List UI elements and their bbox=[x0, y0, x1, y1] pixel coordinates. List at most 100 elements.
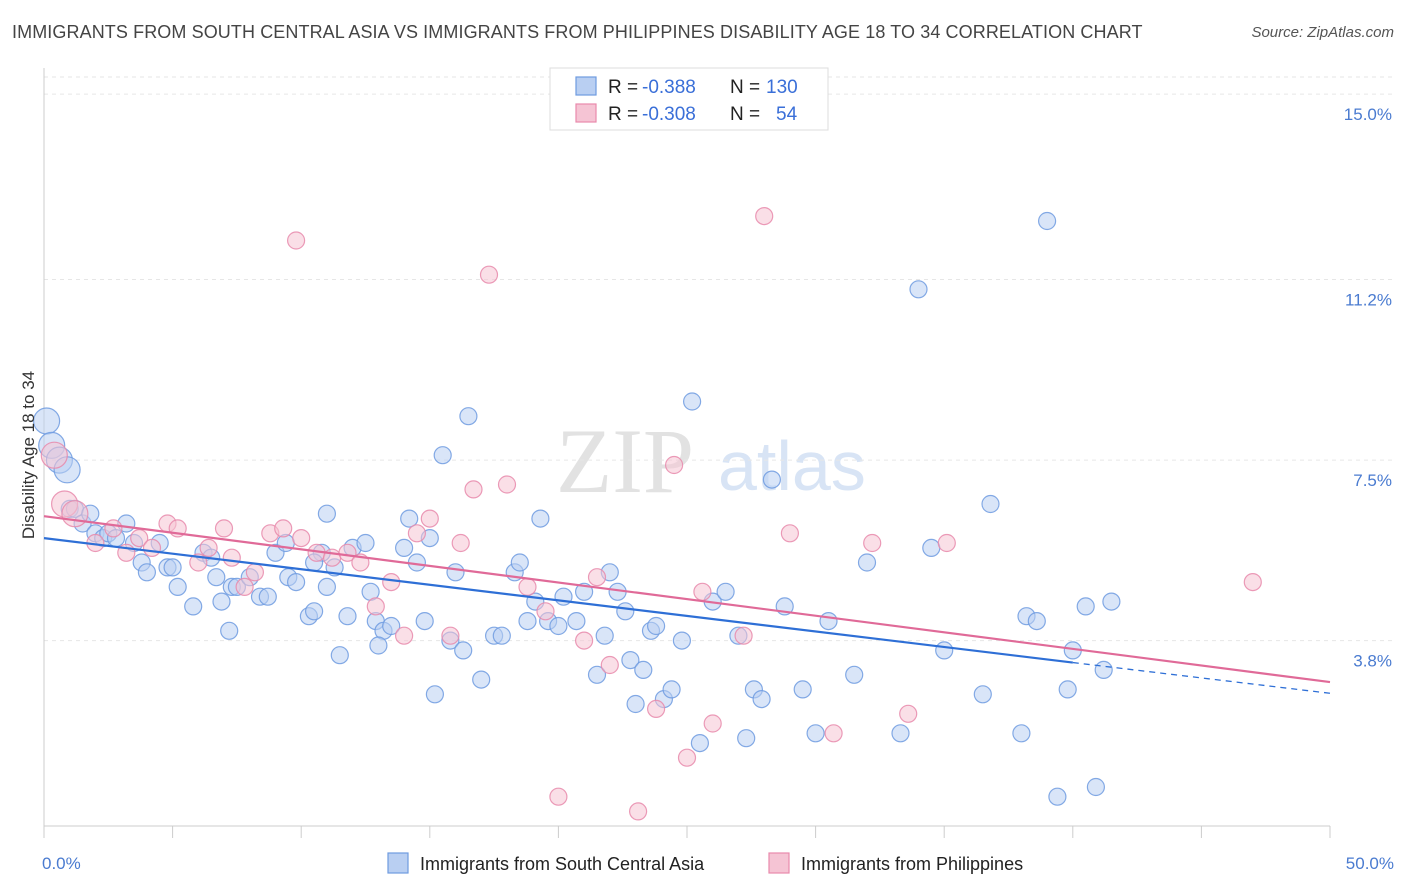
data-point bbox=[497, 475, 517, 494]
data-point bbox=[459, 407, 478, 426]
data-point bbox=[549, 616, 568, 636]
data-point bbox=[646, 699, 666, 719]
data-point bbox=[168, 577, 187, 597]
data-point bbox=[536, 602, 555, 621]
data-point bbox=[824, 724, 843, 743]
legend-n-value: 130 bbox=[766, 77, 798, 98]
data-point bbox=[104, 519, 123, 538]
data-point bbox=[531, 509, 550, 528]
data-point bbox=[464, 480, 483, 499]
data-point bbox=[1037, 211, 1057, 231]
data-point bbox=[1058, 680, 1077, 699]
data-point bbox=[899, 704, 918, 723]
data-point bbox=[677, 748, 697, 767]
data-point bbox=[574, 582, 594, 601]
legend-swatch-philippines bbox=[768, 852, 790, 874]
data-point bbox=[207, 568, 226, 587]
data-point bbox=[845, 665, 864, 684]
data-point bbox=[664, 455, 684, 475]
data-point bbox=[395, 538, 414, 558]
series-philippines bbox=[40, 207, 1262, 821]
data-point bbox=[819, 611, 838, 631]
data-point bbox=[549, 787, 568, 806]
data-point bbox=[510, 553, 529, 572]
data-point bbox=[634, 660, 653, 680]
data-point bbox=[935, 641, 954, 660]
data-point bbox=[400, 509, 419, 528]
data-point bbox=[338, 543, 357, 562]
data-point bbox=[479, 265, 499, 284]
chart-title: IMMIGRANTS FROM SOUTH CENTRAL ASIA VS IM… bbox=[12, 22, 1143, 42]
data-point bbox=[395, 626, 414, 645]
data-point bbox=[937, 533, 956, 553]
legend-n-label: N = bbox=[730, 104, 760, 125]
data-point bbox=[446, 563, 465, 582]
data-point bbox=[142, 538, 162, 558]
data-point bbox=[1027, 611, 1046, 631]
trend-line bbox=[43, 537, 1073, 664]
data-point bbox=[1102, 592, 1121, 611]
data-point bbox=[716, 582, 735, 601]
gridlines bbox=[44, 76, 1394, 642]
data-point bbox=[292, 528, 311, 548]
data-point bbox=[274, 519, 293, 538]
y-tick-label: 15.0% bbox=[1344, 105, 1392, 124]
data-point bbox=[672, 631, 692, 650]
data-point bbox=[909, 280, 928, 299]
data-point bbox=[595, 626, 614, 645]
source-label: Source: ZipAtlas.com bbox=[1251, 24, 1394, 41]
data-point bbox=[693, 582, 712, 601]
data-point bbox=[137, 563, 156, 582]
data-point bbox=[857, 553, 877, 572]
data-point bbox=[407, 524, 426, 543]
data-point bbox=[258, 587, 277, 606]
data-point bbox=[587, 665, 607, 684]
data-point bbox=[212, 592, 231, 611]
y-tick-labels: 3.8% 7.5% 11.2% 15.0% bbox=[1344, 105, 1392, 670]
data-point bbox=[567, 611, 586, 631]
data-point bbox=[646, 616, 666, 636]
y-tick-label: 3.8% bbox=[1353, 652, 1392, 671]
data-point bbox=[1243, 572, 1262, 592]
data-point bbox=[806, 724, 825, 743]
data-point bbox=[492, 626, 511, 645]
watermark: ZIP atlas bbox=[556, 410, 866, 512]
data-point bbox=[356, 533, 375, 553]
data-point bbox=[287, 572, 306, 592]
data-point bbox=[1086, 777, 1106, 797]
legend-swatch-pink bbox=[575, 103, 597, 123]
data-point bbox=[382, 616, 401, 636]
data-point bbox=[973, 685, 992, 704]
data-point bbox=[163, 558, 182, 577]
y-tick-label: 11.2% bbox=[1345, 291, 1392, 310]
data-point bbox=[130, 528, 149, 548]
data-point bbox=[1094, 660, 1113, 680]
data-point bbox=[587, 568, 607, 587]
data-point bbox=[518, 611, 537, 631]
data-point bbox=[214, 519, 234, 538]
data-point bbox=[1048, 787, 1067, 806]
x-tick-max: 50.0% bbox=[1346, 854, 1394, 873]
watermark-atlas: atlas bbox=[718, 427, 866, 505]
data-point bbox=[441, 626, 460, 645]
data-point bbox=[369, 636, 388, 655]
data-point bbox=[415, 611, 434, 631]
data-point bbox=[780, 524, 800, 543]
data-point bbox=[61, 500, 89, 528]
correlation-legend: R = -0.388 N = 130 R = -0.308 N = 54 bbox=[549, 67, 829, 131]
data-point bbox=[305, 602, 324, 621]
legend-r-value: -0.308 bbox=[642, 104, 696, 125]
x-tick-min: 0.0% bbox=[42, 854, 81, 873]
data-point bbox=[662, 680, 681, 699]
data-point bbox=[222, 548, 241, 567]
trend-lines bbox=[43, 515, 1331, 694]
data-point bbox=[220, 621, 239, 640]
data-point bbox=[600, 655, 619, 675]
data-point bbox=[628, 802, 648, 821]
legend-n-value: 54 bbox=[776, 104, 798, 125]
data-point bbox=[235, 577, 254, 597]
data-point bbox=[420, 509, 439, 528]
data-point bbox=[425, 685, 444, 704]
data-point bbox=[433, 446, 452, 465]
